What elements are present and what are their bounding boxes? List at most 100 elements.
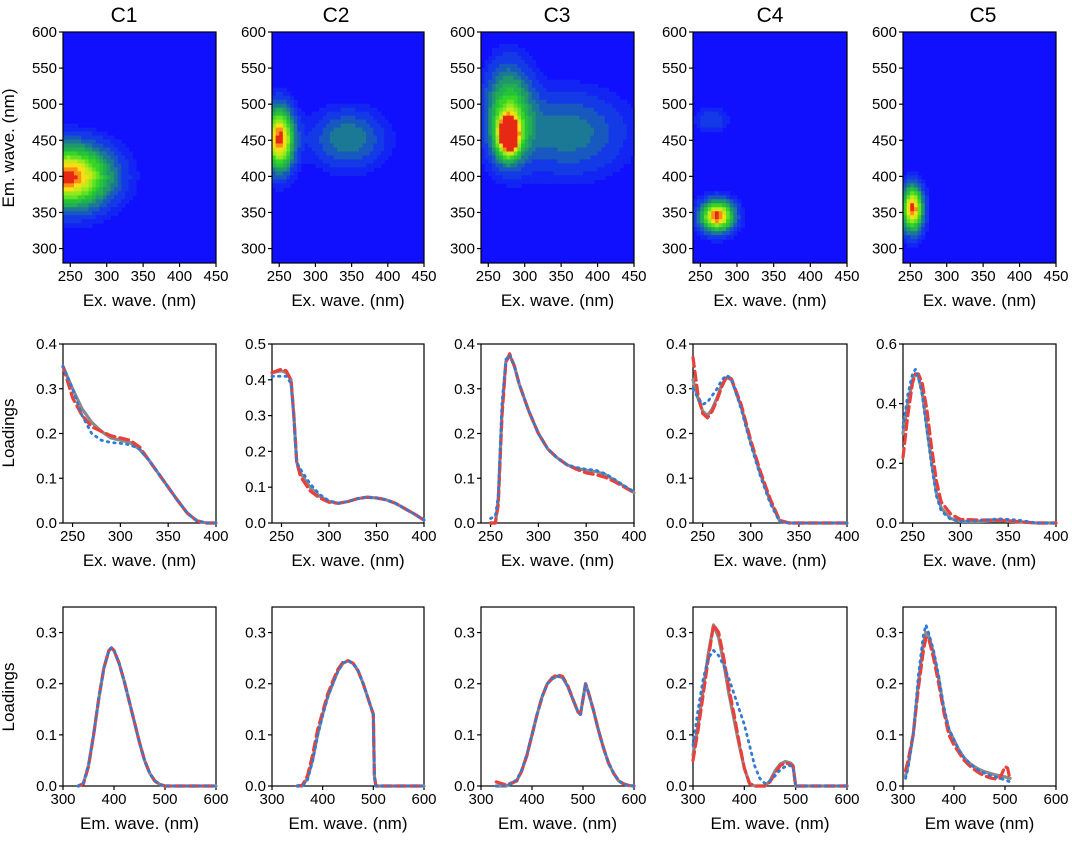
contour-cell: [693, 227, 698, 232]
contour-cell: [84, 211, 90, 216]
contour-cell: [297, 119, 302, 125]
y-tick-label: 0.2: [36, 676, 57, 693]
contour-cell: [502, 71, 508, 77]
contour-cell: [542, 75, 548, 81]
contour-cell: [524, 163, 529, 169]
contour-cell: [495, 123, 500, 129]
contour-cell: [535, 175, 540, 180]
contour-cell: [286, 183, 291, 188]
contour-cell: [910, 191, 915, 196]
x-axis-label: Ex. wave. (nm): [713, 291, 826, 310]
contour-cell: [106, 203, 111, 208]
contour-cell: [340, 115, 345, 121]
contour-cell: [491, 167, 497, 172]
contour-cell: [279, 95, 284, 101]
contour-cell: [626, 127, 631, 133]
contour-cell: [539, 119, 544, 125]
contour-cell: [290, 119, 295, 125]
contour-cell: [568, 103, 573, 109]
contour-cell: [81, 199, 86, 204]
contour-cell: [913, 171, 919, 176]
contour-cell: [711, 107, 716, 113]
contour-cell: [542, 127, 548, 133]
x-tick-label: 350: [971, 268, 996, 285]
contour-cell: [521, 139, 526, 145]
contour-cell: [535, 107, 540, 113]
contour-cell: [718, 227, 723, 232]
x-axis-label: Ex. wave. (nm): [923, 291, 1036, 310]
contour-cell: [275, 95, 280, 101]
contour-cell: [88, 211, 93, 216]
y-tick-label: 0.3: [666, 381, 687, 398]
contour-cell: [513, 95, 519, 101]
contour-cell: [311, 131, 317, 137]
contour-cell: [539, 87, 544, 93]
contour-cell: [524, 83, 529, 89]
contour-cell: [535, 135, 540, 141]
contour-cell: [553, 107, 559, 113]
contour-cell: [715, 223, 720, 228]
contour-cell: [293, 155, 298, 161]
contour-cell: [77, 195, 82, 200]
contour-cell: [906, 187, 911, 192]
contour-cell: [517, 167, 522, 172]
contour-cell: [110, 139, 115, 145]
contour-cell: [696, 203, 701, 208]
contour-cell: [532, 151, 537, 157]
contour-cell: [542, 131, 548, 137]
contour-cell: [561, 171, 566, 176]
contour-cell: [601, 163, 606, 169]
contour-cell: [906, 227, 911, 232]
contour-cell: [517, 139, 522, 145]
contour-cell: [106, 215, 111, 220]
contour-cell: [484, 123, 489, 129]
y-tick-label: 0.4: [876, 396, 897, 413]
contour-cell: [502, 79, 508, 85]
x-tick-label: 300: [108, 528, 133, 545]
contour-cell: [286, 155, 291, 161]
contour-cell: [910, 187, 915, 192]
contour-cell: [279, 187, 284, 192]
contour-cell: [95, 203, 101, 208]
contour-cell: [66, 155, 71, 161]
contour-cell: [272, 131, 277, 137]
contour-cell: [615, 151, 621, 157]
contour-cell: [586, 167, 591, 172]
contour-cell: [524, 139, 529, 145]
contour-cell: [583, 91, 588, 97]
contour-cell: [532, 143, 537, 149]
contour-cell: [99, 191, 104, 196]
contour-cell: [106, 151, 111, 157]
contour-cell: [63, 123, 68, 129]
contour-cell: [380, 143, 385, 149]
contour-cell: [73, 139, 79, 145]
contour-cell: [568, 179, 573, 184]
contour-cell: [333, 123, 338, 129]
contour-cell: [586, 91, 591, 97]
contour-cell: [369, 159, 374, 165]
contour-cell: [524, 63, 529, 69]
contour-cell: [88, 147, 93, 153]
y-tick-label: 0.3: [36, 625, 57, 642]
contour-cell: [524, 79, 529, 85]
contour-cell: [95, 199, 101, 204]
contour-cell: [81, 191, 86, 196]
contour-cell: [513, 175, 519, 180]
contour-cell: [572, 83, 577, 89]
contour-cell: [568, 95, 573, 101]
contour-cell: [362, 107, 367, 113]
contour-cell: [63, 159, 68, 165]
contour-cell: [99, 211, 104, 216]
contour-cell: [124, 147, 130, 153]
contour-cell: [326, 111, 331, 117]
contour-cell: [70, 187, 75, 192]
contour-cell: [290, 151, 295, 157]
contour-cell: [488, 131, 493, 137]
contour-cell: [700, 223, 705, 228]
contour-cell: [121, 171, 126, 176]
contour-cell: [66, 203, 71, 208]
contour-cell: [722, 195, 727, 200]
contour-cell: [568, 147, 573, 153]
contour-cell: [322, 131, 327, 137]
